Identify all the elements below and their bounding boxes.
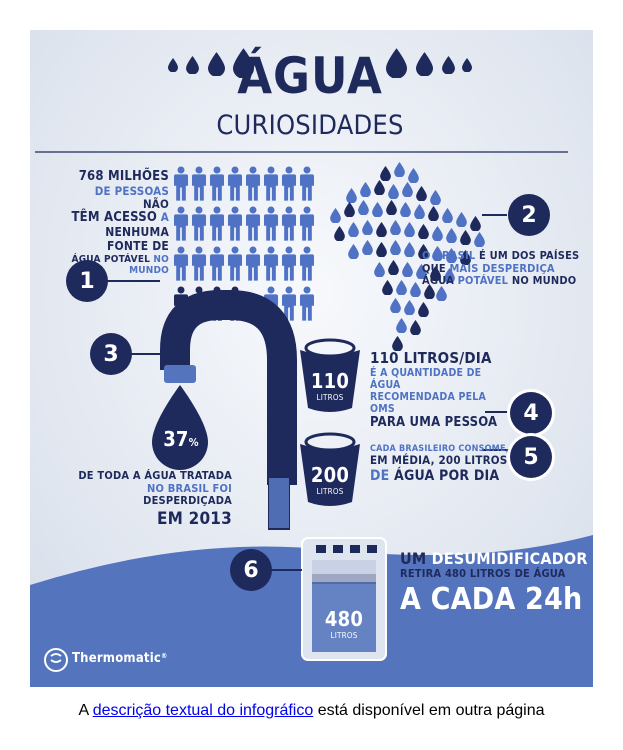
fact3-percent-value: 37 xyxy=(163,427,189,451)
fact2-line1a: O BRASIL xyxy=(422,249,476,262)
fact5-line1: CADA BRASILEIRO CONSOME, xyxy=(370,444,509,454)
fact2-text: O BRASIL É UM DOS PAÍSES QUE MAIS DESPER… xyxy=(422,249,582,288)
brand-name: Thermomatic® xyxy=(72,651,168,667)
fact5-text: CADA BRASILEIRO CONSOME, EM MÉDIA, 200 L… xyxy=(370,444,510,484)
brand-name-text: Thermomatic xyxy=(72,651,162,666)
fact2-line2a: QUE xyxy=(422,261,446,275)
fact5-number-badge: 5 xyxy=(510,436,552,478)
fact6-device-unit: LITROS xyxy=(330,631,358,640)
fact1-text: 768 MILHÕES DE PESSOAS NÃO TÊM ACESSO A … xyxy=(65,169,169,277)
fact6-line1a: UM xyxy=(400,549,427,568)
fact4-bucket-unit: LITROS xyxy=(316,393,344,402)
fact2-line2b: MAIS DESPERDIÇA xyxy=(445,261,555,275)
fact1-line1: 768 MILHÕES xyxy=(78,169,169,184)
fact3-line3: EM 2013 xyxy=(157,508,232,529)
fact3-line2a: NO BRASIL FOI xyxy=(147,481,232,495)
fact6-line1b: DESUMIDIFICADOR xyxy=(426,549,588,568)
fact5-bucket-unit: LITROS xyxy=(316,487,344,496)
fact5-line3a: DE xyxy=(370,467,390,484)
fact3-percent: 37% xyxy=(157,428,205,451)
infographic: ÁGUA CURIOSIDADES 768 MILHÕES DE PESSOAS… xyxy=(30,30,593,687)
fact3-text: DE TODA A ÁGUA TRATADA NO BRASIL FOI DES… xyxy=(60,469,232,529)
fact1-line3b: A xyxy=(156,210,169,225)
fact1-line4: NENHUMA FONTE DE xyxy=(105,225,169,254)
caption-after: está disponível em outra página xyxy=(313,702,545,719)
fact4-line2: É A QUANTIDADE DE ÁGUA xyxy=(370,367,482,392)
fact2-line3a: ÁGUA xyxy=(422,274,454,288)
fact2-line3c: NO MUNDO xyxy=(508,274,577,288)
caption: A descrição textual do infográfico está … xyxy=(0,702,623,720)
fact5-bucket-value: 200 xyxy=(310,463,350,487)
fact6-line2: RETIRA 480 LITROS DE ÁGUA xyxy=(400,567,566,581)
fact2-number-badge: 2 xyxy=(508,194,550,236)
fact1-line2b: NÃO xyxy=(142,197,169,212)
faucet-icon xyxy=(160,290,297,530)
fact3-percent-sign: % xyxy=(188,436,199,449)
fact4-bucket-value: 110 xyxy=(310,369,350,393)
caption-before: A xyxy=(78,702,93,719)
fact2-line1b: É UM DOS PAÍSES xyxy=(475,249,580,262)
fact3-line2b: DESPERDIÇADA xyxy=(143,494,232,508)
fact6-device-label: 480 LITROS xyxy=(312,607,376,641)
fact4-number-badge: 4 xyxy=(510,392,552,434)
fact2-line3b: POTÁVEL xyxy=(453,274,509,288)
fact3-line1: DE TODA A ÁGUA TRATADA xyxy=(78,469,232,482)
fact6-line3: A CADA 24h xyxy=(400,582,583,618)
fact4-line4: PARA UMA PESSOA xyxy=(370,414,498,430)
brand-registered-mark: ® xyxy=(161,652,168,660)
fact6-device-value: 480 xyxy=(324,607,364,631)
fact5-line2: EM MÉDIA, 200 LITROS xyxy=(370,453,508,468)
fact4-text: 110 LITROS/DIA É A QUANTIDADE DE ÁGUA RE… xyxy=(370,349,510,430)
fact3-number-badge: 3 xyxy=(90,333,132,375)
fact6-number-badge: 6 xyxy=(230,549,272,591)
fact6-text: UM DESUMIDIFICADOR RETIRA 480 LITROS DE … xyxy=(400,549,590,618)
dehumidifier-icon xyxy=(301,537,387,661)
bucket-200-icon xyxy=(300,432,360,506)
fact1-line2a: DE PESSOAS xyxy=(94,183,169,198)
fact4-line1: 110 LITROS/DIA xyxy=(370,349,492,367)
fact1-line3a: TÊM ACESSO xyxy=(71,210,157,226)
page-title: ÁGUA xyxy=(237,47,383,105)
water-drop-icon xyxy=(152,385,208,470)
page-subtitle: CURIOSIDADES xyxy=(216,110,404,141)
fact1-number-badge: 1 xyxy=(66,260,108,302)
fact1-line5b: NO MUNDO xyxy=(129,253,169,277)
bucket-110-icon xyxy=(300,338,360,412)
fact5-line3b: ÁGUA POR DIA xyxy=(389,467,500,484)
fact4-line3: RECOMENDADA PELA OMS xyxy=(370,391,486,416)
thermomatic-logo-icon xyxy=(44,648,68,672)
fact5-bucket-label: 200 LITROS xyxy=(306,463,354,497)
fact4-bucket-label: 110 LITROS xyxy=(306,369,354,403)
caption-link[interactable]: descrição textual do infográfico xyxy=(92,702,314,719)
fact1-line5a: ÁGUA POTÁVEL xyxy=(71,253,151,265)
